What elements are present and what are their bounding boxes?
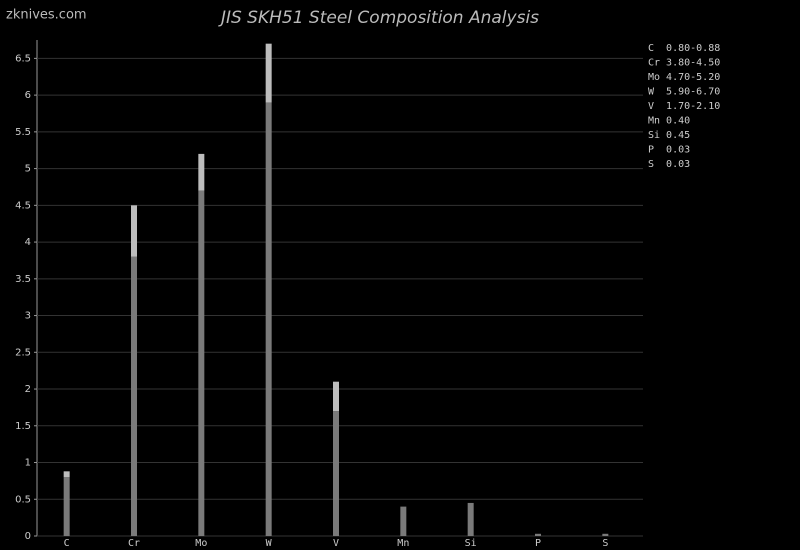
legend-entry: W 5.90-6.70 xyxy=(648,87,720,98)
x-tick-label: V xyxy=(333,538,339,549)
bar-segment xyxy=(131,205,137,257)
x-tick-label: Mn xyxy=(397,538,409,549)
y-tick-label: 6.5 xyxy=(15,53,31,64)
bar-segment xyxy=(535,533,541,536)
legend-entry: Cr 3.80-4.50 xyxy=(648,58,720,69)
y-tick-label: 6 xyxy=(25,90,31,101)
legend-entry: C 0.80-0.88 xyxy=(648,43,720,54)
y-tick-label: 2 xyxy=(25,384,31,395)
x-tick-label: Cr xyxy=(128,538,140,549)
y-tick-label: 1 xyxy=(25,458,31,469)
y-tick-label: 3 xyxy=(25,311,31,322)
bar-segment xyxy=(198,153,205,191)
bar-segment xyxy=(467,502,474,536)
chart-title: JIS SKH51 Steel Composition Analysis xyxy=(218,8,539,28)
x-tick-label: Si xyxy=(465,538,477,549)
y-tick-label: 1.5 xyxy=(15,421,31,432)
bar-segment xyxy=(400,506,407,536)
y-tick-label: 0.5 xyxy=(15,494,31,505)
legend-entry: P 0.03 xyxy=(648,145,690,156)
x-tick-label: Mo xyxy=(195,538,207,549)
bar-segment xyxy=(63,471,70,478)
legend-entry: V 1.70-2.10 xyxy=(648,101,720,112)
bar-segment xyxy=(265,43,272,103)
x-tick-label: W xyxy=(266,538,273,549)
bar-segment xyxy=(63,477,70,536)
legend-entry: Si 0.45 xyxy=(648,130,690,141)
y-tick-label: 2.5 xyxy=(15,347,31,358)
y-tick-label: 0 xyxy=(25,531,31,542)
bar-segment xyxy=(131,256,137,536)
watermark: zknives.com xyxy=(6,8,87,23)
bar-segment xyxy=(333,381,339,412)
bar-segment xyxy=(265,102,272,536)
y-tick-label: 3.5 xyxy=(15,274,31,285)
y-tick-label: 5.5 xyxy=(15,127,31,138)
x-tick-label: P xyxy=(535,538,541,549)
legend-entry: Mn 0.40 xyxy=(648,116,690,127)
bar-segment xyxy=(198,190,205,537)
y-tick-label: 5 xyxy=(25,164,31,175)
legend-entry: S 0.03 xyxy=(648,159,690,170)
bar-segment xyxy=(333,411,339,536)
legend-entry: Mo 4.70-5.20 xyxy=(648,72,720,83)
x-tick-label: S xyxy=(602,538,608,549)
y-tick-label: 4.5 xyxy=(15,200,31,211)
bar-segment xyxy=(602,533,609,536)
y-tick-label: 4 xyxy=(25,237,31,248)
x-tick-label: C xyxy=(64,538,70,549)
